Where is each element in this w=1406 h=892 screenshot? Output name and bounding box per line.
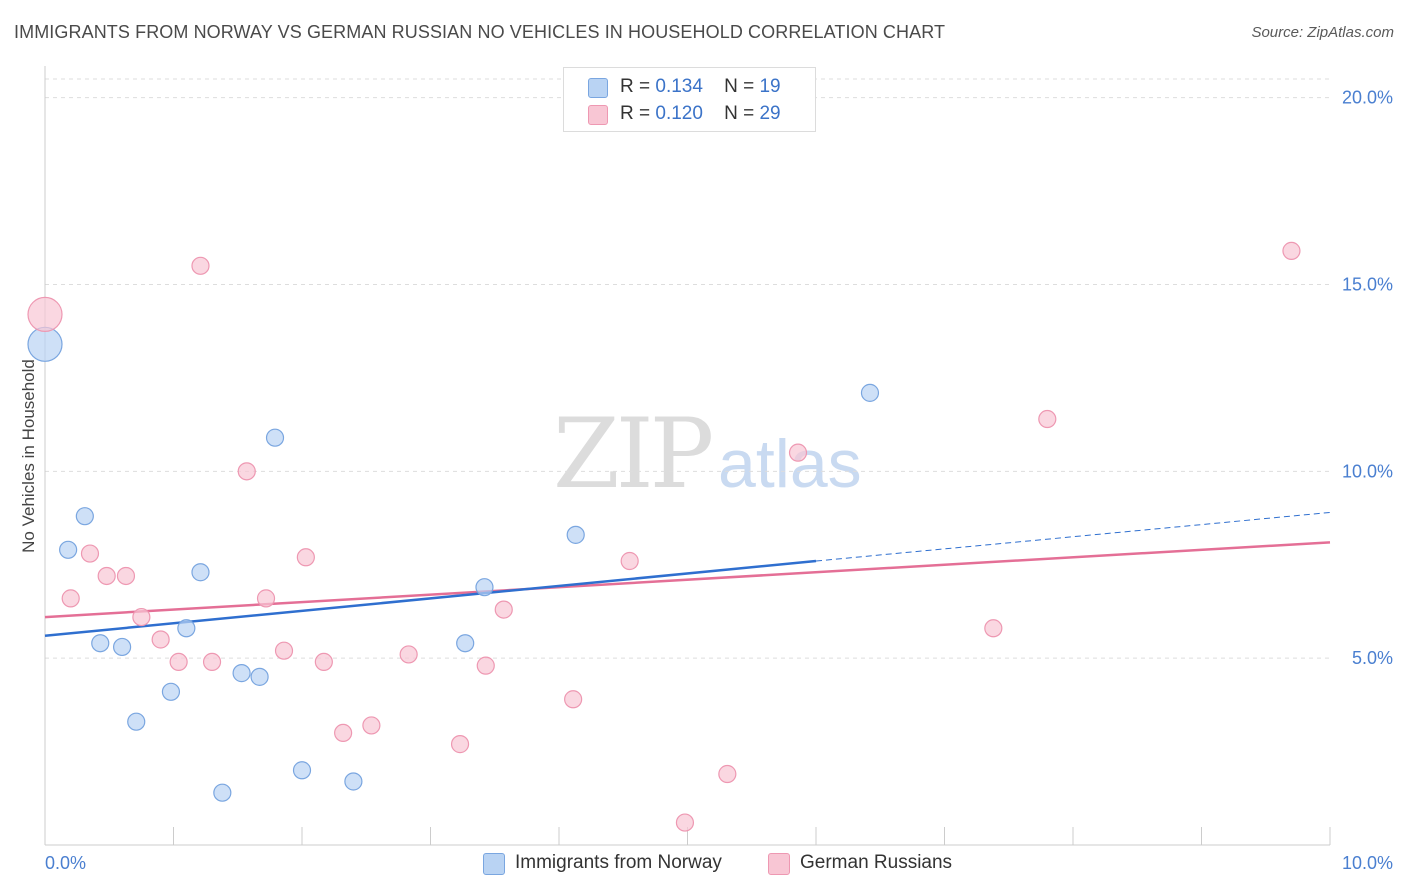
bottom-legend-label: Immigrants from Norway (515, 852, 722, 873)
data-point-norway (456, 634, 475, 653)
data-point-norway (860, 383, 880, 402)
data-point-german-russians (202, 652, 222, 672)
data-point-german-russians (718, 764, 737, 784)
data-point-german-russians (237, 462, 256, 481)
legend-swatch-blue (588, 78, 608, 98)
legend-r-value: 0.120 (655, 103, 703, 124)
legend-n-label: N = (724, 103, 755, 124)
data-point-german-russians (151, 630, 170, 649)
legend-n-value: 19 (759, 76, 781, 97)
bottom-legend-label: German Russians (800, 852, 953, 873)
legend-r-value: 0.134 (655, 76, 703, 97)
data-point-norway (91, 634, 110, 653)
legend-r-label: R = (620, 76, 651, 97)
bottom-legend-swatch-blue (483, 853, 505, 875)
trend-line-norway-extension (815, 511, 1331, 562)
data-point-german-russians (97, 566, 116, 586)
y-tick-label: 15.0% (1342, 275, 1393, 295)
legend-n-value: 29 (759, 103, 781, 124)
data-point-norway (75, 507, 94, 526)
trend-line-german-russians (44, 541, 1331, 619)
data-point-german-russians (314, 652, 333, 672)
bottom-legend-swatch-pink (768, 853, 790, 875)
legend-n-label: N = (724, 76, 755, 97)
data-point-norway (475, 578, 494, 597)
data-point-norway (112, 637, 132, 657)
data-point-norway (127, 712, 146, 731)
data-point-german-russians (334, 723, 353, 743)
watermark-atlas: atlas (718, 426, 862, 502)
data-point-german-russians (494, 600, 513, 619)
y-tick-label: 5.0% (1352, 648, 1393, 668)
data-point-german-russians (399, 645, 418, 664)
data-point-german-russians (1038, 409, 1057, 429)
data-point-norway (177, 619, 196, 638)
data-point-norway (292, 761, 312, 780)
data-point-german-russians (132, 607, 151, 627)
data-point-german-russians (788, 443, 808, 462)
data-point-norway (250, 667, 269, 686)
data-point-norway (265, 428, 285, 447)
y-tick-label: 20.0% (1342, 88, 1393, 108)
data-point-german-russians (256, 589, 276, 608)
watermark-zip: ZIP (553, 398, 714, 510)
data-point-norway (213, 783, 232, 802)
data-point-german-russians (296, 548, 315, 567)
x-tick-label: 0.0% (45, 853, 86, 873)
legend: R = 0.134 N = 19 R = 0.120 N = 29 (563, 67, 816, 132)
data-point-german-russians (620, 551, 639, 571)
data-point-german-russians (362, 716, 381, 735)
data-point-german-russians (61, 589, 80, 608)
data-point-german-russians (169, 652, 188, 672)
data-point-norway (27, 326, 63, 362)
data-point-german-russians (191, 256, 210, 275)
data-point-german-russians (984, 619, 1003, 638)
data-point-german-russians (675, 813, 695, 832)
data-point-norway (566, 525, 585, 544)
data-point-norway (344, 772, 363, 791)
y-axis-label: No Vehicles in Household (19, 359, 38, 553)
data-point-german-russians (450, 735, 470, 754)
data-point-german-russians (476, 656, 495, 675)
data-point-german-russians (274, 641, 294, 660)
data-point-norway (232, 664, 251, 683)
data-point-norway (161, 682, 181, 701)
data-point-german-russians (564, 690, 583, 709)
data-point-german-russians (116, 566, 136, 586)
y-tick-label: 10.0% (1342, 461, 1393, 481)
chart-title: IMMIGRANTS FROM NORWAY VS GERMAN RUSSIAN… (14, 22, 946, 42)
data-point-norway (191, 563, 210, 582)
data-point-german-russians (27, 296, 63, 333)
data-point-norway (59, 540, 78, 559)
legend-r-label: R = (620, 103, 651, 124)
trend-line-norway (44, 559, 817, 637)
data-point-german-russians (1282, 241, 1301, 260)
x-tick-label: 10.0% (1342, 853, 1393, 873)
data-point-german-russians (80, 544, 100, 563)
legend-swatch-pink (588, 105, 608, 125)
source-label: Source: ZipAtlas.com (1251, 24, 1394, 41)
